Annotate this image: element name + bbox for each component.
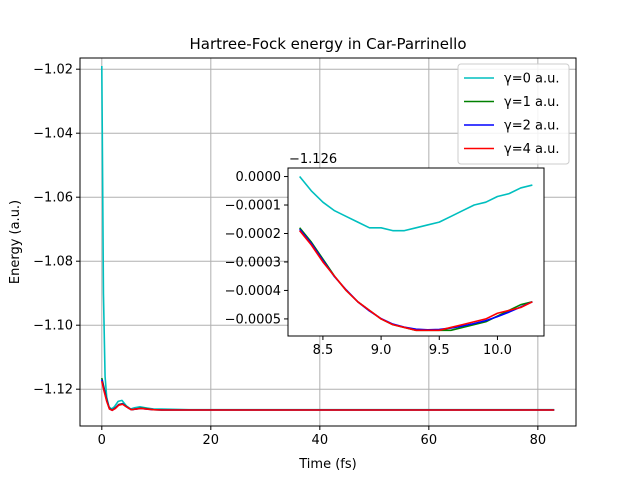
inset-x-tick-label: 10.0: [483, 343, 512, 358]
inset-y-tick-label: −0.0004: [225, 284, 281, 299]
main-x-ticks: 0 20 40 60 80: [98, 426, 546, 448]
main-x-tick-label: 20: [203, 433, 220, 448]
inset-y-ticks: 0.0000 −0.0001 −0.0002 −0.0003 −0.0004 −0.000…: [225, 170, 288, 327]
inset-y-tick-label: −0.0001: [225, 199, 281, 214]
x-axis-label: Time (fs): [298, 457, 356, 472]
inset-y-tick-label: −0.0003: [225, 255, 281, 270]
main-y-tick-label: −1.10: [33, 319, 73, 334]
inset-y-tick-label: −0.0002: [225, 227, 281, 242]
inset-axes: 8.5 9.0 9.5 10.0 0.0000 −0.0001 −0.0002 −0.000…: [225, 152, 545, 358]
legend-box: [457, 63, 570, 165]
inset-series-lines: [299, 176, 533, 332]
main-x-tick-label: 40: [312, 433, 329, 448]
main-y-tick-label: −1.12: [33, 383, 73, 398]
main-x-tick-label: 80: [530, 433, 547, 448]
legend-label-3: γ=4 a.u.: [504, 142, 559, 157]
main-series-lines: [101, 65, 555, 412]
y-axis-label: Energy (a.u.): [8, 200, 23, 284]
main-y-ticks: −1.12 −1.10 −1.08 −1.06 −1.04 −1.02: [33, 63, 80, 398]
inset-x-ticks: 8.5 9.0 9.5 10.0: [313, 336, 512, 358]
legend-label-0: γ=0 a.u.: [504, 72, 559, 87]
inset-y-tick-label: 0.0000: [236, 170, 282, 185]
main-x-tick-label: 60: [421, 433, 438, 448]
main-y-tick-label: −1.04: [33, 127, 73, 142]
legend-label-2: γ=2 a.u.: [504, 119, 559, 134]
main-frame: [79, 57, 577, 427]
main-series-line-3: [101, 381, 555, 412]
inset-series-line-3: [299, 230, 533, 332]
inset-x-tick-label: 9.5: [429, 343, 450, 358]
inset-x-tick-label: 8.5: [313, 343, 334, 358]
main-y-tick-label: −1.08: [33, 255, 73, 270]
chart-title: Hartree-Fock energy in Car-Parrinello: [189, 35, 466, 53]
main-y-tick-label: −1.06: [33, 191, 73, 206]
inset-series-line-0: [299, 176, 533, 232]
inset-y-tick-label: −0.0005: [225, 312, 281, 327]
inset-x-tick-label: 9.0: [371, 343, 392, 358]
legend: γ=0 a.u. γ=1 a.u. γ=2 a.u. γ=4 a.u.: [457, 63, 570, 165]
legend-label-1: γ=1 a.u.: [504, 95, 559, 110]
inset-offset-label: −1.126: [289, 152, 337, 167]
main-x-tick-label: 0: [98, 433, 106, 448]
inset-frame: [287, 167, 545, 337]
main-y-tick-label: −1.02: [33, 63, 73, 78]
